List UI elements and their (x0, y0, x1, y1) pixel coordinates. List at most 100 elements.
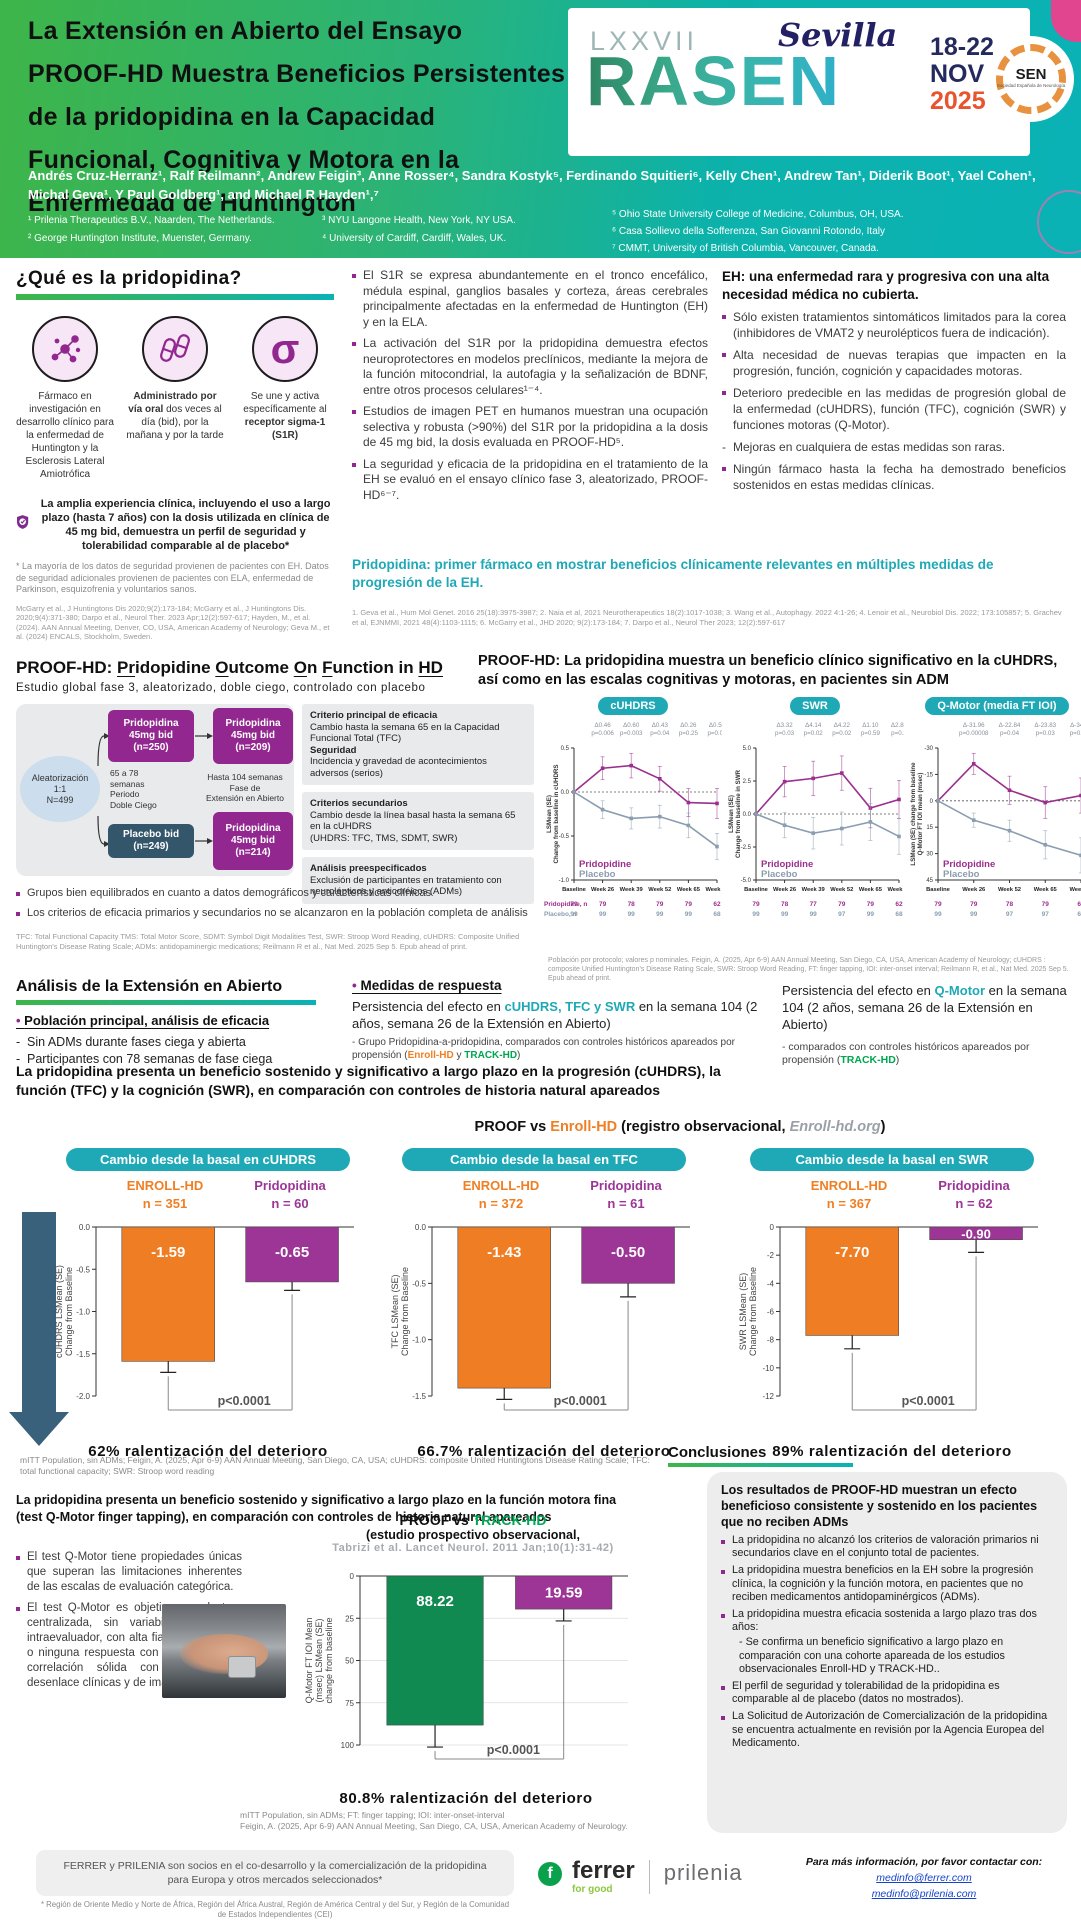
pills-icon (142, 316, 208, 382)
contact-heading: Para más información, por favor contacta… (805, 1856, 1043, 1868)
dash-item: Participantes con 78 semanas de fase cie… (16, 1051, 336, 1068)
proof-vs-track-block: PROOF vs TRACK-HD (estudio prospectivo o… (308, 1512, 638, 1554)
svg-text:Δ0.50: Δ0.50 (709, 722, 722, 729)
sigma-card: σ Se une y activa específicamente al rec… (236, 316, 334, 481)
partnership-box: FERRER y PRILENIA son socios en el co-de… (36, 1850, 514, 1896)
svg-text:30: 30 (926, 852, 933, 858)
svg-text:Δ1.10: Δ1.10 (862, 722, 879, 729)
what-is-section: ¿Qué es la pridopidina? Fármaco en inves… (16, 268, 334, 642)
svg-text:p=0.00008: p=0.00008 (959, 730, 989, 737)
gradient-rule (668, 1463, 853, 1467)
prilenia-logo: prilenia (663, 1860, 743, 1885)
sen-society-logo: SEN Sociedad Española de Neurología (988, 36, 1074, 122)
slowdown-label: 80.8% ralentización del deterioro (339, 1790, 593, 1807)
ferrer-tagline: for good (572, 1884, 613, 1895)
authors-line: Andrés Cruz-Herranz¹, Ralf Reilmann², An… (28, 168, 1036, 202)
oral-card-caption: Administrado por vía oral dos veces al d… (126, 391, 224, 441)
svg-text:Δ0.43: Δ0.43 (652, 722, 669, 729)
line-charts-header: PROOF-HD: La pridopidina muestra un bene… (478, 653, 1058, 688)
cuhdrs-line-svg: 0.5 0.0 -0.5 -1.0 Baseline Week 26 Week 39 Week… (546, 722, 729, 893)
tapping-device (228, 1656, 256, 1678)
partnership-footnote: * Región de Oriente Medio y Norte de Áfr… (40, 1900, 510, 1919)
qmotor-persistence-subtext: - comparados con controles históricos ap… (782, 1041, 1030, 1066)
svg-text:-2.0: -2.0 (76, 1392, 90, 1401)
bullet-item: Ningún fármaco hasta la fecha ha demostr… (722, 461, 1066, 493)
svg-text:-6: -6 (767, 1308, 775, 1317)
svg-text:LSMean (SE)Change from baselin: LSMean (SE)Change from baseline in SWR (728, 769, 742, 858)
response-heading: Medidas de respuesta (352, 978, 776, 993)
svg-text:Week 26: Week 26 (773, 887, 797, 893)
svg-text:Δ4.22: Δ4.22 (834, 722, 851, 729)
line-charts-section: PROOF-HD: La pridopidina muestra un bene… (478, 652, 1081, 982)
study-flow-diagram: Aleatorización 1:1 N=499 Pridopidina 45mg b… (16, 704, 294, 876)
svg-text:-1.59: -1.59 (151, 1244, 185, 1261)
congress-name: RASEN (586, 42, 842, 120)
criteria-column: Criterio principal de eficacia Cambio ha… (302, 704, 534, 911)
svg-text:p=0.04: p=0.04 (1000, 730, 1020, 737)
svg-text:Pridopidine: Pridopidine (943, 859, 995, 870)
svg-text:SWR LSMean (SE)Change from Bas: SWR LSMean (SE)Change from Baseline (738, 1267, 758, 1356)
svg-text:88.22: 88.22 (416, 1593, 454, 1610)
prilenia-email-link[interactable]: medinfo@prilenia.com (871, 1888, 977, 1900)
pridopidina-first-drug-statement: Pridopidina: primer fármaco en mostrar b… (352, 557, 994, 590)
svg-text:Week 78: Week 78 (705, 887, 722, 893)
svg-text:p=0.02: p=0.02 (832, 730, 852, 737)
svg-text:Δ3.32: Δ3.32 (777, 722, 794, 729)
shield-check-icon (16, 515, 29, 529)
svg-text:-4: -4 (767, 1279, 775, 1288)
svg-text:p<0.0001: p<0.0001 (902, 1394, 955, 1408)
svg-text:Δ0.26: Δ0.26 (680, 722, 697, 729)
svg-text:Week 65: Week 65 (677, 887, 701, 893)
svg-text:p=0.03: p=0.03 (775, 730, 795, 737)
molecule-icon (32, 316, 98, 382)
primary-criteria-box: Criterio principal de eficacia Cambio ha… (302, 704, 534, 785)
svg-text:Week 78: Week 78 (887, 887, 904, 893)
logo-divider (648, 1860, 650, 1894)
double-blind-label: 65 a 78 semanas Periodo Doble Ciego (110, 768, 157, 810)
cuhdrs-line-chart: cUHDRS 0.5 0.0 -0.5 -1.0 Baseline Week 26 Week… (544, 696, 729, 923)
bullet-item: Los criterios de eficacia primarios y se… (16, 906, 531, 920)
safety-statement: La amplia experiencia clínica, incluyend… (40, 498, 331, 552)
qmotor-persistence-block: Persistencia del efecto en Q-Motor en la… (782, 982, 1068, 1067)
pridopidina-oe2-box: Pridopidina 45mg bid (n=214) (213, 812, 293, 870)
ferrer-icon: f (538, 1862, 562, 1886)
svg-text:LSMean (SE)Change from baselin: LSMean (SE)Change from baseline in cUHDR… (546, 764, 560, 863)
randomization-node: Aleatorización 1:1 N=499 (20, 756, 100, 822)
svg-text:-0.5: -0.5 (412, 1279, 426, 1288)
svg-text:-7.70: -7.70 (835, 1244, 869, 1261)
svg-text:-2.5: -2.5 (741, 845, 752, 851)
clinical-worsening-arrow: Empeoramiento clínico (9, 1212, 69, 1560)
dash-item: Sin ADMs durante fases ciega y abierta (16, 1034, 336, 1051)
bullet-item: Sólo existen tratamientos sintomáticos l… (722, 309, 1066, 341)
safety-footnote: * La mayoría de los datos de seguridad p… (16, 561, 329, 594)
proof-vs-track-title: PROOF vs TRACK-HD (399, 1512, 547, 1528)
svg-text:Δ4.14: Δ4.14 (805, 722, 822, 729)
conclusions-box: Los resultados de PROOF-HD muestran un e… (707, 1472, 1067, 1833)
svg-text:Week 26: Week 26 (591, 887, 615, 893)
qmotor-n-table: 79797879629999979767 (934, 901, 1081, 918)
cuhdrs-badge: cUHDRS (598, 697, 668, 715)
conclusion-subitem: - Se confirma un beneficio significativo… (739, 1636, 1005, 1675)
swr-badge: SWR (790, 697, 840, 715)
svg-text:19.59: 19.59 (545, 1585, 583, 1602)
svg-text:p=0.003: p=0.003 (620, 730, 643, 737)
svg-text:0: 0 (930, 799, 934, 805)
ferrer-email-link[interactable]: medinfo@ferrer.com (876, 1872, 972, 1884)
header-banner: La Extensión en Abierto del Ensayo PROOF… (0, 0, 1081, 258)
bullet-item: Alta necesidad de nuevas terapias que im… (722, 347, 1066, 379)
svg-text:Δ2.82: Δ2.82 (891, 722, 904, 729)
svg-text:Δ-34.23: Δ-34.23 (1070, 722, 1081, 729)
svg-text:Week 65: Week 65 (859, 887, 883, 893)
secondary-criteria-box: Criterios secundarios Cambio desde la lí… (302, 792, 534, 850)
svg-text:Δ-31.96: Δ-31.96 (963, 722, 985, 729)
oral-card: Administrado por vía oral dos veces al d… (126, 316, 224, 481)
svg-text:0: 0 (350, 1572, 355, 1581)
gradient-rule (16, 1000, 316, 1005)
cuhdrs-bar-chart: Cambio desde la basal en cUHDRS ENROLL-H… (52, 1148, 364, 1460)
oe-heading: Análisis de la Extensión en Abierto (16, 978, 283, 995)
svg-text:Baseline: Baseline (562, 887, 587, 893)
svg-text:TFC LSMean (SE)Change from Bas: TFC LSMean (SE)Change from Baseline (390, 1267, 410, 1356)
svg-text:p=0.2: p=0.2 (891, 730, 904, 737)
svg-text:p<0.0001: p<0.0001 (218, 1394, 271, 1408)
